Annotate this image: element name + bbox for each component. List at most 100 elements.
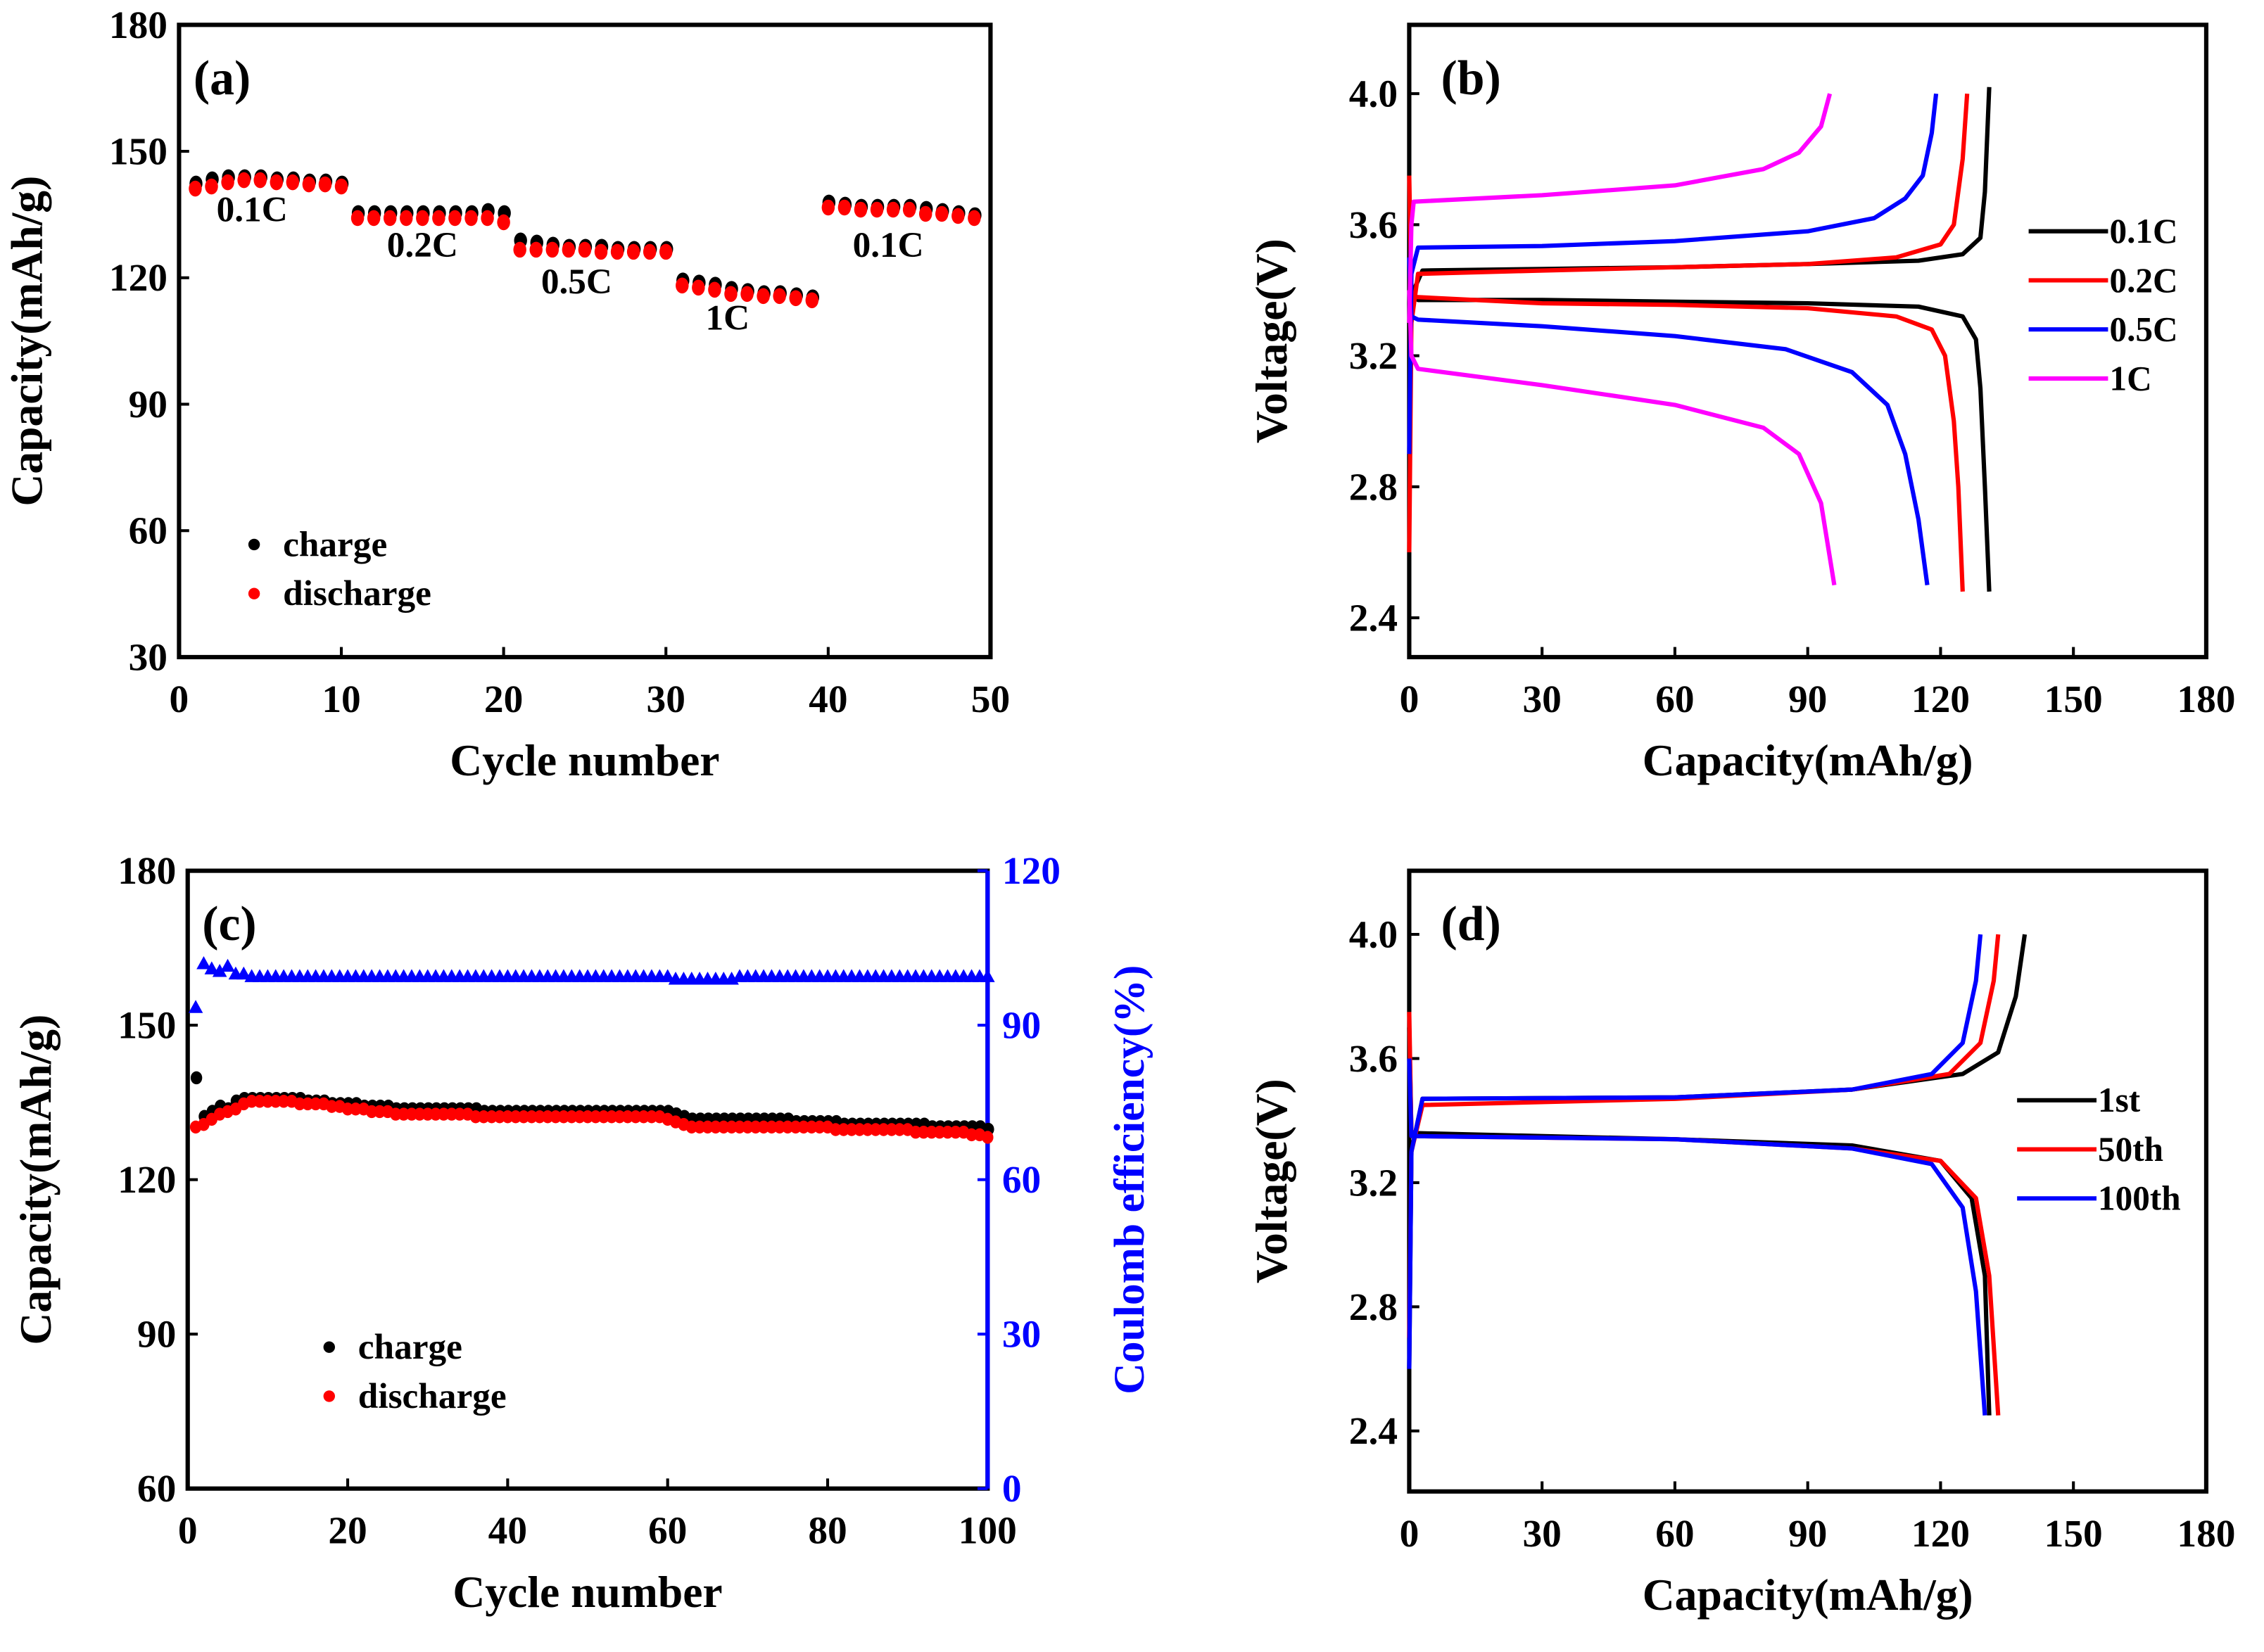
- discharge-point: [773, 288, 786, 305]
- discharge-point: [453, 1107, 466, 1121]
- discharge-point: [949, 1125, 962, 1139]
- rate-annotation: 0.1C: [217, 190, 288, 230]
- discharge-point: [861, 1123, 874, 1136]
- discharge-point: [541, 1110, 554, 1124]
- 50th-discharge-curve: [1407, 1012, 2001, 1416]
- plot-frame: [177, 23, 993, 660]
- y-tick-label: 180: [118, 849, 176, 892]
- 1st-discharge-curve: [1407, 1027, 1992, 1416]
- efficiency-point: [196, 956, 211, 970]
- y-tick-label: 60: [129, 509, 167, 552]
- 0.1C-charge-curve: [1407, 87, 1992, 324]
- discharge-point: [942, 1125, 954, 1139]
- discharge-point: [422, 1107, 434, 1121]
- legend-label-charge: charge: [283, 524, 387, 564]
- discharge-point: [448, 210, 462, 227]
- discharge-point: [781, 1120, 794, 1134]
- legend-label-100th: 100th: [2098, 1179, 2181, 1218]
- panel-c: 0 20 40 60 80 100 60 90 120 150 180 0 30 60 90 120 Coulo…: [11, 849, 1153, 1617]
- rate-annotation: 0.1C: [853, 225, 924, 265]
- legend-label-discharge: discharge: [358, 1376, 507, 1416]
- discharge-point: [925, 1125, 937, 1139]
- 0.5C-discharge-curve: [1407, 257, 1930, 585]
- legend-label-0.5C: 0.5C: [2109, 310, 2177, 349]
- charge-point: [190, 1071, 203, 1085]
- x-tick-label: 100: [959, 1509, 1017, 1552]
- efficiency-point: [220, 958, 235, 972]
- discharge-point: [464, 210, 478, 227]
- discharge-point: [350, 210, 365, 227]
- 0.5C-charge-curve: [1407, 93, 1939, 455]
- discharge-point: [951, 208, 965, 224]
- x-tick-label: 180: [2177, 1512, 2235, 1555]
- discharge-point: [365, 1105, 378, 1119]
- y-tick-label: 30: [129, 635, 167, 678]
- discharge-point: [414, 1107, 426, 1121]
- discharge-point: [293, 1097, 306, 1111]
- discharge-point: [630, 1110, 642, 1124]
- discharge-point: [742, 1120, 754, 1134]
- y-tick-label: 180: [109, 4, 167, 46]
- x-tick-label: 60: [1655, 678, 1694, 720]
- y-tick-label: 3.6: [1349, 203, 1398, 246]
- discharge-point: [621, 1110, 634, 1124]
- plot-frame: [185, 868, 990, 1491]
- discharge-point: [790, 1120, 802, 1134]
- discharge-point: [481, 210, 494, 227]
- discharge-point: [302, 176, 316, 193]
- discharge-point: [416, 210, 429, 227]
- panel-label: (b): [1441, 51, 1501, 106]
- discharge-point: [533, 1110, 546, 1124]
- discharge-point: [902, 201, 916, 218]
- discharge-point: [659, 243, 673, 260]
- x-tick-label: 150: [2044, 1512, 2103, 1555]
- discharge-point: [885, 1123, 898, 1136]
- x-tick-label: 0: [1400, 678, 1419, 720]
- discharge-point: [350, 1103, 362, 1116]
- panel-label: (d): [1441, 897, 1501, 951]
- efficiency-point: [236, 966, 251, 980]
- plot-frame: [1407, 23, 2209, 660]
- x-tick-label: 150: [2044, 678, 2103, 720]
- y-axis-label: Capacity(mAh/g): [1, 176, 51, 507]
- discharge-point: [918, 205, 932, 222]
- discharge-point: [497, 214, 510, 231]
- discharge-point: [726, 1120, 738, 1134]
- discharge-point: [529, 241, 543, 258]
- 1C-charge-curve: [1407, 93, 1833, 324]
- discharge-point: [605, 1110, 618, 1124]
- discharge-point: [486, 1110, 498, 1124]
- discharge-point: [445, 1107, 458, 1121]
- discharge-point: [286, 174, 300, 191]
- 100th-discharge-curve: [1407, 1058, 1987, 1416]
- y-tick-label: 120: [118, 1158, 176, 1201]
- discharge-point: [966, 1128, 978, 1142]
- rate-annotation: 0.2C: [387, 225, 458, 265]
- y-tick-label: 3.2: [1349, 1161, 1398, 1204]
- x-tick-label: 50: [971, 678, 1010, 720]
- discharge-point: [597, 1110, 609, 1124]
- y2-axis-label: Coulomb efficiency(%): [1106, 965, 1153, 1394]
- discharge-point: [933, 1125, 946, 1139]
- discharge-point: [797, 1120, 810, 1134]
- x-tick-label: 90: [1788, 1512, 1827, 1555]
- x-tick-label: 120: [1911, 1512, 1970, 1555]
- discharge-point: [676, 277, 689, 294]
- discharge-point: [262, 1095, 274, 1108]
- efficiency-point: [660, 969, 675, 982]
- discharge-point: [645, 1110, 658, 1124]
- y2-tick-label: 60: [1002, 1158, 1041, 1201]
- x-tick-label: 40: [488, 1509, 527, 1552]
- discharge-point: [310, 1097, 322, 1111]
- y-tick-label: 150: [109, 130, 167, 173]
- discharge-point: [837, 199, 852, 216]
- discharge-point: [374, 1105, 386, 1119]
- discharge-point: [845, 1123, 858, 1136]
- x-tick-label: 60: [648, 1509, 687, 1552]
- x-axis-label: Capacity(mAh/g): [1643, 1570, 1973, 1620]
- discharge-point: [253, 1095, 266, 1108]
- discharge-point: [685, 1120, 697, 1134]
- discharge-point: [302, 1097, 314, 1111]
- y-tick-label: 3.6: [1349, 1037, 1398, 1080]
